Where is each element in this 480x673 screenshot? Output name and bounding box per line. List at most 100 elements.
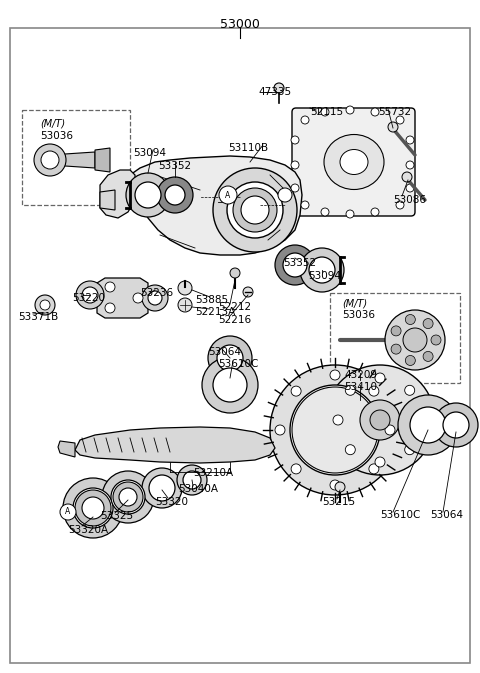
Circle shape: [406, 161, 414, 169]
Text: A: A: [226, 190, 230, 199]
Text: 53086: 53086: [393, 195, 426, 205]
Circle shape: [291, 136, 299, 144]
Circle shape: [375, 373, 385, 383]
Polygon shape: [50, 152, 95, 168]
Circle shape: [396, 201, 404, 209]
Circle shape: [157, 177, 193, 213]
Circle shape: [417, 415, 427, 425]
Circle shape: [360, 400, 400, 440]
Circle shape: [423, 351, 433, 361]
Circle shape: [371, 208, 379, 216]
Circle shape: [406, 136, 414, 144]
Text: 53000: 53000: [220, 18, 260, 31]
Text: 53610C: 53610C: [218, 359, 258, 369]
Polygon shape: [100, 170, 135, 218]
Circle shape: [213, 168, 297, 252]
Circle shape: [275, 425, 285, 435]
Ellipse shape: [324, 135, 384, 190]
Circle shape: [325, 365, 435, 475]
Circle shape: [202, 357, 258, 413]
Circle shape: [403, 328, 427, 352]
Polygon shape: [100, 190, 115, 210]
Circle shape: [301, 201, 309, 209]
Circle shape: [369, 464, 379, 474]
Circle shape: [330, 480, 340, 490]
Circle shape: [76, 281, 104, 309]
Circle shape: [278, 188, 292, 202]
Circle shape: [431, 335, 441, 345]
Text: 53236: 53236: [140, 288, 173, 298]
Circle shape: [183, 471, 201, 489]
Circle shape: [301, 116, 309, 124]
Circle shape: [60, 504, 76, 520]
Bar: [330, 293, 460, 383]
Text: A: A: [65, 507, 71, 516]
Circle shape: [369, 386, 379, 396]
Circle shape: [330, 370, 340, 380]
Circle shape: [227, 182, 283, 238]
Text: 53210A: 53210A: [193, 468, 233, 478]
Text: 53610C: 53610C: [380, 510, 420, 520]
Circle shape: [385, 425, 395, 435]
Circle shape: [410, 407, 446, 443]
Text: 52213A: 52213A: [195, 307, 235, 317]
Circle shape: [142, 285, 168, 311]
Text: (M/T): (M/T): [40, 119, 65, 129]
Circle shape: [321, 108, 329, 116]
Text: 52216: 52216: [218, 315, 251, 325]
Circle shape: [35, 295, 55, 315]
Circle shape: [391, 344, 401, 354]
Text: 53110B: 53110B: [228, 143, 268, 153]
Text: 53320: 53320: [155, 497, 188, 507]
Circle shape: [345, 445, 355, 455]
Circle shape: [241, 196, 269, 224]
Circle shape: [119, 488, 137, 506]
Circle shape: [405, 386, 415, 395]
Circle shape: [443, 412, 469, 438]
Circle shape: [41, 151, 59, 169]
Circle shape: [291, 161, 299, 169]
Circle shape: [346, 106, 354, 114]
Circle shape: [405, 445, 415, 455]
Text: 53320A: 53320A: [68, 525, 108, 535]
Polygon shape: [130, 156, 302, 255]
Circle shape: [230, 268, 240, 278]
Circle shape: [346, 210, 354, 218]
Circle shape: [105, 282, 115, 292]
Circle shape: [82, 497, 104, 519]
Circle shape: [292, 387, 378, 473]
Text: 53352: 53352: [158, 161, 191, 171]
Text: 53064: 53064: [430, 510, 463, 520]
Text: 53410: 53410: [344, 382, 377, 392]
Text: 47335: 47335: [258, 87, 291, 97]
Circle shape: [208, 336, 252, 380]
Circle shape: [388, 122, 398, 132]
Circle shape: [300, 248, 344, 292]
Circle shape: [290, 385, 380, 475]
Polygon shape: [75, 427, 275, 463]
Circle shape: [113, 482, 143, 512]
Text: 53371B: 53371B: [18, 312, 58, 322]
Circle shape: [391, 326, 401, 336]
Circle shape: [133, 293, 143, 303]
Ellipse shape: [340, 149, 368, 174]
Circle shape: [335, 482, 345, 492]
Polygon shape: [97, 278, 148, 318]
Circle shape: [142, 468, 182, 508]
Circle shape: [40, 300, 50, 310]
Circle shape: [406, 184, 414, 192]
Text: 53064: 53064: [208, 347, 241, 357]
Circle shape: [111, 480, 145, 514]
Circle shape: [105, 303, 115, 313]
Circle shape: [371, 108, 379, 116]
Circle shape: [82, 287, 98, 303]
Circle shape: [275, 245, 315, 285]
Circle shape: [385, 310, 445, 370]
Text: 53036: 53036: [342, 310, 375, 320]
Circle shape: [375, 457, 385, 467]
Circle shape: [423, 318, 433, 328]
Text: 43209: 43209: [344, 370, 377, 380]
FancyBboxPatch shape: [292, 108, 415, 216]
Text: 53036: 53036: [40, 131, 73, 141]
Circle shape: [75, 490, 111, 526]
